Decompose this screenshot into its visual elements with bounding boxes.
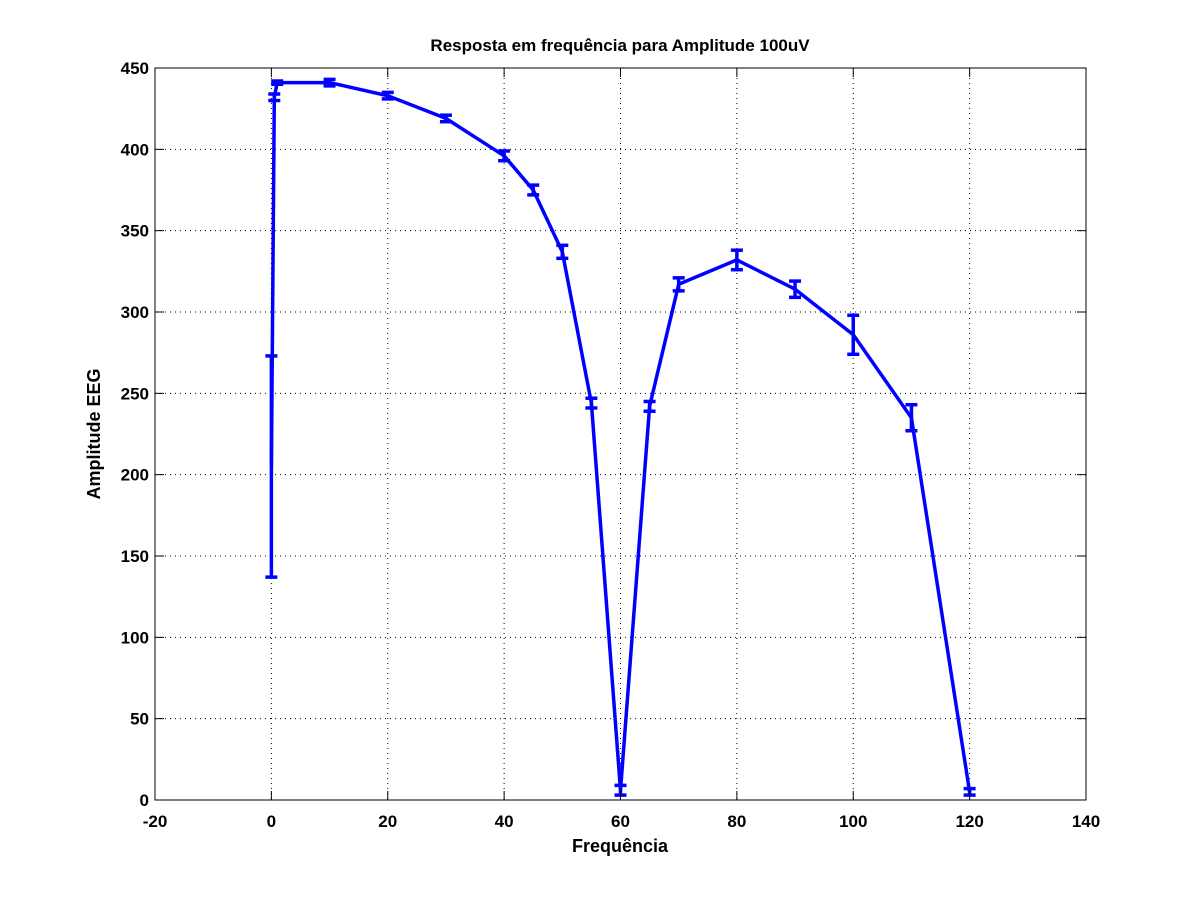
- x-tick-label: 140: [1072, 812, 1100, 831]
- y-tick-label: 0: [140, 791, 149, 810]
- error-bar: [730, 248, 743, 272]
- ticks-group: [154, 67, 1087, 801]
- error-bar: [271, 79, 284, 87]
- error-bar: [905, 402, 918, 433]
- error-bar: [672, 276, 685, 293]
- grid: [155, 68, 1086, 800]
- y-tick-label: 250: [121, 384, 149, 403]
- error-bar: [643, 399, 656, 413]
- error-bar: [527, 183, 540, 197]
- x-tick-label: 40: [495, 812, 514, 831]
- y-tick-label: 300: [121, 303, 149, 322]
- x-tick-label: 60: [611, 812, 630, 831]
- error-bar: [439, 113, 452, 124]
- series-line: [269, 80, 972, 793]
- y-tick-label: 350: [121, 222, 149, 241]
- chart-title: Resposta em frequência para Amplitude 10…: [430, 36, 810, 55]
- y-tick-label: 100: [121, 628, 149, 647]
- error-bar: [268, 92, 281, 103]
- x-tick-label: 120: [955, 812, 983, 831]
- y-tick-label: 200: [121, 466, 149, 485]
- error-bar: [498, 149, 511, 163]
- y-tick-label: 150: [121, 547, 149, 566]
- error-bar: [847, 313, 860, 357]
- y-axis-label: Amplitude EEG: [84, 368, 104, 499]
- x-tick-label: 20: [378, 812, 397, 831]
- y-tick-label: 400: [121, 140, 149, 159]
- x-tick-label: 0: [267, 812, 276, 831]
- error-bar: [381, 90, 394, 101]
- error-bar: [789, 279, 802, 300]
- y-tick-label: 50: [130, 710, 149, 729]
- error-bar: [556, 243, 569, 261]
- error-bar: [323, 77, 336, 88]
- x-tick-label: -20: [143, 812, 168, 831]
- error-bar: [265, 354, 278, 579]
- tick-labels-group: -20 0 20 40 60 80 100 120 140 0 50 100 150 200 250 300 3…: [121, 59, 1101, 831]
- series-group: [265, 77, 976, 797]
- x-axis-label: Frequência: [572, 836, 669, 856]
- x-tick-label: 80: [727, 812, 746, 831]
- y-tick-label: 450: [121, 59, 149, 78]
- x-tick-label: 100: [839, 812, 867, 831]
- error-bar: [585, 396, 598, 410]
